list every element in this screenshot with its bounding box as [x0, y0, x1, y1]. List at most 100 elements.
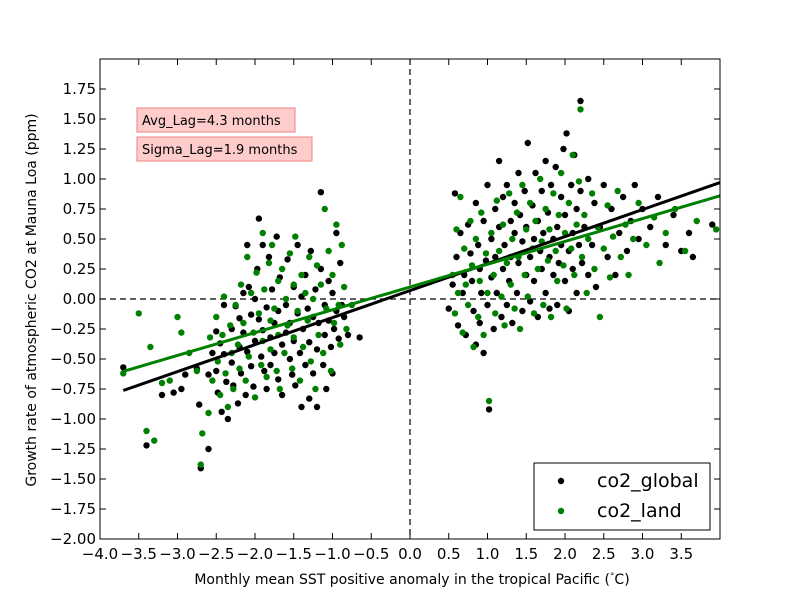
data-point-co2-global [550, 271, 557, 279]
data-point-co2-land [470, 343, 477, 351]
data-point-co2-land [294, 307, 301, 315]
data-point-co2-global [218, 408, 225, 415]
data-point-co2-global [592, 283, 600, 291]
data-point-co2-land [312, 385, 319, 393]
legend-box [533, 462, 711, 531]
data-point-co2-global [273, 233, 280, 240]
data-point-co2-global [467, 250, 474, 257]
data-point-co2-land [490, 271, 497, 279]
data-point-co2-land [498, 293, 505, 300]
data-point-co2-land [251, 394, 259, 401]
data-point-co2-global [242, 391, 249, 399]
data-point-co2-land [461, 245, 468, 252]
data-point-co2-global [263, 385, 270, 393]
data-point-co2-land [255, 310, 263, 317]
data-point-co2-global [325, 277, 332, 285]
data-point-co2-global [294, 241, 301, 249]
data-point-co2-land [263, 373, 270, 381]
data-point-co2-global [635, 235, 642, 243]
data-point-co2-global [670, 211, 677, 219]
x-axis-label: Monthly mean SST positive anomaly in the… [194, 572, 629, 588]
data-point-co2-global [503, 301, 511, 309]
data-point-co2-land [267, 317, 274, 324]
data-point-co2-global [554, 301, 561, 309]
data-point-co2-land [216, 391, 224, 399]
data-point-co2-land [135, 310, 142, 317]
data-point-co2-global [284, 256, 291, 263]
data-point-co2-global [568, 181, 575, 189]
data-point-co2-land [174, 313, 181, 321]
data-point-co2-global [511, 199, 518, 207]
data-point-co2-land [290, 334, 297, 341]
data-point-co2-global [547, 181, 555, 189]
data-point-co2-land [606, 274, 614, 281]
data-point-co2-land [617, 253, 624, 261]
data-point-co2-global [480, 349, 487, 357]
data-point-co2-global [278, 391, 286, 399]
data-point-co2-global [356, 334, 363, 341]
y-tick-label: −1.50 [50, 470, 96, 488]
x-tick-label: −3.0 [159, 545, 195, 563]
data-point-co2-global [709, 221, 716, 228]
x-tick-label: −4.0 [82, 545, 118, 563]
data-point-co2-land [296, 377, 304, 384]
data-point-co2-land [220, 293, 228, 300]
data-point-co2-land [484, 289, 491, 297]
data-point-co2-land [693, 217, 700, 225]
data-point-co2-land [519, 181, 526, 189]
data-point-co2-global [205, 371, 212, 378]
data-point-co2-land [325, 247, 332, 255]
data-point-co2-global [561, 211, 569, 219]
data-point-co2-global [307, 247, 314, 255]
data-point-co2-global [296, 349, 304, 357]
data-point-co2-land [227, 322, 234, 329]
data-point-co2-global [573, 289, 580, 297]
y-tick-label: 0.75 [63, 200, 96, 218]
data-point-co2-global [526, 253, 534, 261]
data-point-co2-global [223, 378, 230, 385]
x-tick-label: −1.0 [314, 545, 350, 563]
data-point-co2-global [685, 229, 693, 237]
data-point-co2-global [263, 304, 270, 311]
data-point-co2-land [281, 349, 288, 357]
data-point-co2-global [600, 181, 607, 189]
data-point-co2-land [240, 319, 247, 327]
data-point-co2-land [560, 262, 567, 269]
data-point-co2-global [515, 259, 522, 267]
series-co2-global [120, 97, 716, 472]
data-point-co2-land [524, 293, 531, 300]
data-point-co2-global [247, 363, 255, 370]
fit-line-co2-global [122, 181, 721, 392]
data-point-co2-land [453, 226, 460, 233]
data-point-co2-land [573, 221, 580, 228]
data-point-co2-land [151, 437, 158, 444]
data-point-co2-land [265, 259, 273, 267]
data-point-co2-global [298, 403, 305, 411]
data-point-co2-land [630, 235, 637, 243]
data-point-co2-land [313, 262, 321, 269]
data-point-co2-land [542, 205, 549, 213]
data-point-co2-global [577, 187, 584, 195]
data-point-co2-land [340, 283, 348, 291]
data-point-co2-global [472, 199, 480, 207]
data-point-co2-global [158, 391, 166, 399]
data-point-co2-global [585, 175, 592, 183]
data-point-co2-global [240, 289, 247, 297]
data-point-co2-global [484, 181, 491, 189]
data-point-co2-global [577, 97, 584, 105]
data-point-co2-global [327, 343, 335, 351]
data-point-co2-global [612, 271, 619, 279]
data-point-co2-global [244, 241, 251, 249]
series-co2-land [120, 106, 720, 468]
data-point-co2-land [492, 310, 499, 317]
data-point-co2-land [557, 169, 565, 177]
data-point-co2-global [265, 253, 273, 261]
data-point-co2-land [289, 365, 296, 372]
data-point-co2-land [507, 281, 514, 288]
data-point-co2-global [492, 253, 499, 261]
data-point-co2-land [330, 319, 338, 327]
data-point-co2-land [236, 365, 243, 372]
data-point-co2-global [313, 403, 321, 411]
avg-lag-annotation-text: Avg_Lag=4.3 months [142, 114, 281, 129]
data-point-co2-land [544, 257, 552, 264]
